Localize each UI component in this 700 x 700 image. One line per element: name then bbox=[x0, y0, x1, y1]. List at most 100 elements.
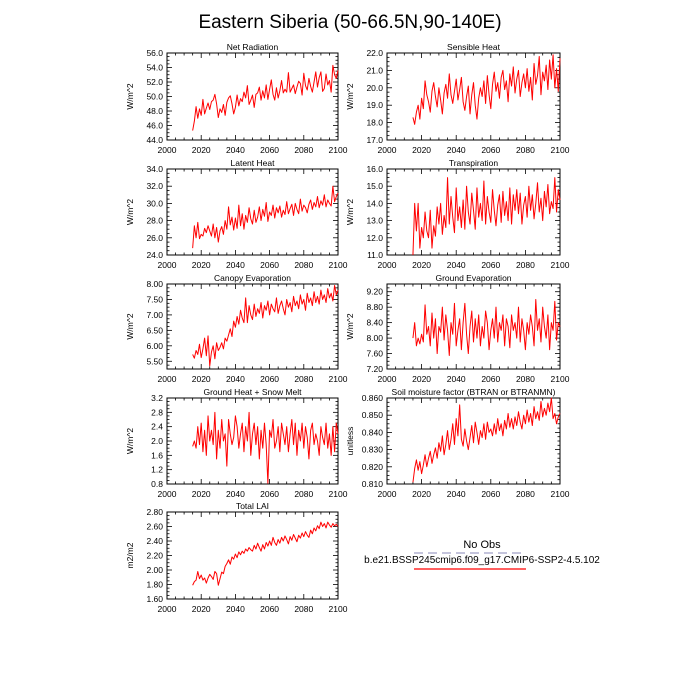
y-tick-label: 6.00 bbox=[146, 341, 163, 351]
x-tick-label: 2000 bbox=[378, 260, 397, 270]
y-tick-label: 8.00 bbox=[366, 333, 383, 343]
x-tick-label: 2040 bbox=[226, 489, 245, 499]
panel-title: Canopy Evaporation bbox=[214, 273, 291, 283]
y-tick-label: 56.0 bbox=[146, 48, 163, 58]
y-tick-label: 0.820 bbox=[362, 462, 384, 472]
x-tick-label: 2100 bbox=[551, 260, 570, 270]
y-tick-label: 30.0 bbox=[146, 198, 163, 208]
x-tick-label: 2060 bbox=[260, 374, 279, 384]
x-tick-label: 2080 bbox=[516, 145, 535, 155]
x-tick-label: 2040 bbox=[447, 374, 466, 384]
y-tick-label: 1.6 bbox=[151, 450, 163, 460]
y-tick-label: 16.0 bbox=[366, 164, 383, 174]
x-tick-label: 2000 bbox=[158, 489, 177, 499]
chart-panel-9: 2000 2020 2040 2060 2080 2100 1.60 1.80 2.00 2.20… bbox=[125, 501, 348, 614]
chart-panel-3: 2000 2020 2040 2060 2080 2100 24.0 26.0 28.0 30.0… bbox=[125, 158, 348, 270]
series-line bbox=[192, 64, 339, 131]
panel-title: Sensible Heat bbox=[447, 42, 501, 52]
chart-panel-4: 2000 2020 2040 2060 2080 2100 11.0 12.0 13.0 14.0… bbox=[345, 158, 570, 270]
x-tick-label: 2020 bbox=[412, 260, 431, 270]
x-tick-label: 2020 bbox=[192, 374, 211, 384]
plot-frame bbox=[386, 283, 561, 370]
y-tick-label: 3.2 bbox=[151, 393, 163, 403]
x-tick-label: 2060 bbox=[260, 145, 279, 155]
x-tick-label: 2100 bbox=[551, 489, 570, 499]
x-tick-label: 2020 bbox=[412, 489, 431, 499]
y-tick-label: 52.0 bbox=[146, 77, 163, 87]
y-tick-label: 32.0 bbox=[146, 181, 163, 191]
y-tick-label: 2.0 bbox=[151, 436, 163, 446]
panel-title: Net Radiation bbox=[227, 42, 279, 52]
x-tick-label: 2080 bbox=[516, 374, 535, 384]
panel-title: Ground Heat + Snow Melt bbox=[203, 387, 302, 397]
y-tick-label: 13.0 bbox=[366, 216, 383, 226]
x-tick-label: 2000 bbox=[378, 489, 397, 499]
x-tick-label: 2000 bbox=[378, 145, 397, 155]
x-tick-label: 2060 bbox=[481, 260, 500, 270]
y-tick-label: 9.20 bbox=[366, 287, 383, 297]
y-tick-label: 0.810 bbox=[362, 479, 384, 489]
x-tick-label: 2100 bbox=[329, 374, 348, 384]
y-tick-label: 34.0 bbox=[146, 164, 163, 174]
plot-frame bbox=[166, 283, 339, 370]
y-tick-label: 1.60 bbox=[146, 594, 163, 604]
series-line bbox=[192, 521, 339, 586]
x-tick-label: 2000 bbox=[378, 374, 397, 384]
x-tick-label: 2100 bbox=[329, 260, 348, 270]
y-axis-label: W/m^2 bbox=[345, 83, 355, 109]
x-tick-label: 2100 bbox=[329, 145, 348, 155]
y-tick-label: 54.0 bbox=[146, 63, 163, 73]
x-tick-label: 2020 bbox=[192, 489, 211, 499]
chart-panel-1: 2000 2020 2040 2060 2080 2100 44.0 46.0 48.0 50.0… bbox=[125, 42, 348, 155]
plot-frame bbox=[166, 511, 339, 600]
legend-model-label: b.e21.BSSP245cmip6.f09_g17.CMIP6-SSP2-4.… bbox=[364, 555, 600, 566]
chart-panel-7: 2000 2020 2040 2060 2080 2100 0.8 1.2 1.6 2.0 2.4 2… bbox=[125, 387, 348, 499]
y-tick-label: 0.8 bbox=[151, 479, 163, 489]
x-tick-label: 2020 bbox=[192, 260, 211, 270]
y-axis-label: W/m^2 bbox=[125, 83, 135, 109]
series-line bbox=[192, 185, 339, 249]
x-tick-label: 2040 bbox=[226, 260, 245, 270]
x-tick-label: 2040 bbox=[226, 604, 245, 614]
y-tick-label: 0.830 bbox=[362, 445, 384, 455]
chart-panel-8: 2000 2020 2040 2060 2080 2100 0.810 0.820 0.830 0… bbox=[345, 387, 570, 499]
y-tick-label: 20.0 bbox=[366, 83, 383, 93]
x-tick-label: 2040 bbox=[226, 374, 245, 384]
plot-frame bbox=[166, 397, 339, 485]
x-tick-label: 2100 bbox=[329, 489, 348, 499]
x-tick-label: 2040 bbox=[447, 145, 466, 155]
legend-obs-label: No Obs bbox=[463, 539, 501, 551]
x-tick-label: 2100 bbox=[551, 374, 570, 384]
y-tick-label: 1.2 bbox=[151, 465, 163, 475]
y-tick-label: 28.0 bbox=[146, 216, 163, 226]
y-tick-label: 14.0 bbox=[366, 198, 383, 208]
x-tick-label: 2000 bbox=[158, 604, 177, 614]
x-tick-label: 2000 bbox=[158, 374, 177, 384]
panel-title: Total LAI bbox=[236, 501, 269, 511]
y-tick-label: 6.50 bbox=[146, 325, 163, 335]
x-tick-label: 2080 bbox=[294, 489, 313, 499]
y-tick-label: 24.0 bbox=[146, 250, 163, 260]
y-tick-label: 5.50 bbox=[146, 356, 163, 366]
x-tick-label: 2000 bbox=[158, 145, 177, 155]
y-tick-label: 2.80 bbox=[146, 507, 163, 517]
y-tick-label: 2.00 bbox=[146, 565, 163, 575]
x-tick-label: 2060 bbox=[481, 489, 500, 499]
x-tick-label: 2100 bbox=[551, 145, 570, 155]
x-tick-label: 2060 bbox=[481, 374, 500, 384]
y-axis-label: W/m^2 bbox=[345, 199, 355, 225]
panel-title: Latent Heat bbox=[231, 158, 276, 168]
x-tick-label: 2020 bbox=[192, 604, 211, 614]
y-axis-label: m2/m2 bbox=[125, 542, 135, 568]
x-tick-label: 2060 bbox=[260, 604, 279, 614]
y-tick-label: 19.0 bbox=[366, 100, 383, 110]
x-tick-label: 2100 bbox=[329, 604, 348, 614]
y-tick-label: 50.0 bbox=[146, 92, 163, 102]
y-axis-label: unitless bbox=[345, 427, 355, 456]
y-tick-label: 1.80 bbox=[146, 580, 163, 590]
x-tick-label: 2080 bbox=[516, 489, 535, 499]
y-tick-label: 21.0 bbox=[366, 65, 383, 75]
series-line bbox=[412, 298, 561, 356]
y-tick-label: 2.4 bbox=[151, 422, 163, 432]
